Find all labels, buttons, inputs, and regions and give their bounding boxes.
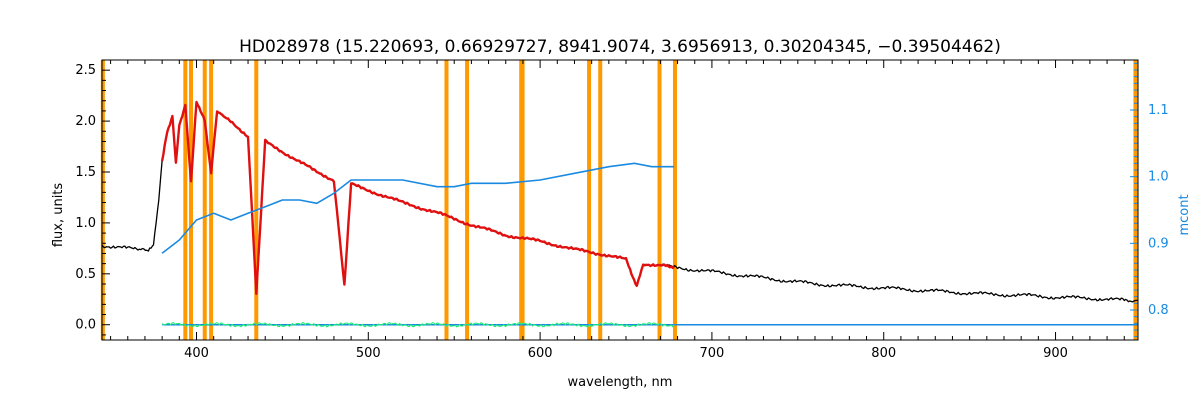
x-tick-label-4: 800 bbox=[871, 346, 896, 361]
x-tick-label-3: 700 bbox=[700, 346, 725, 361]
series-layer bbox=[101, 100, 1139, 328]
x-tick-label-0: 400 bbox=[184, 346, 209, 361]
y-tick-label-3: 1.5 bbox=[75, 165, 96, 180]
y2-tick-label-2: 1.0 bbox=[1148, 170, 1169, 185]
y-axis-label: flux, units bbox=[51, 183, 66, 248]
y2-tick-label-0: 0.8 bbox=[1148, 303, 1169, 318]
chart-title: HD028978 (15.220693, 0.66929727, 8941.90… bbox=[239, 37, 1001, 57]
mcont-series bbox=[161, 162, 675, 254]
plot-frame bbox=[101, 59, 1139, 341]
y-tick-label-1: 0.5 bbox=[75, 267, 96, 282]
y2-axis-label: mcont bbox=[1177, 194, 1192, 235]
mask-lines bbox=[100, 60, 1138, 340]
y-tick-label-5: 2.5 bbox=[75, 63, 96, 78]
y2-tick-label-1: 0.9 bbox=[1148, 236, 1169, 251]
y2-tick-label-3: 1.1 bbox=[1148, 103, 1169, 118]
y-tick-label-4: 2.0 bbox=[75, 114, 96, 129]
residual-series bbox=[161, 322, 675, 328]
x-tick-label-1: 500 bbox=[356, 346, 381, 361]
axes-ticks: 400 500 600 700 800 900 0.0 0.5 1.0 1.5 2.0 2.5 0.8 0… bbox=[75, 60, 1169, 361]
x-tick-label-2: 600 bbox=[528, 346, 553, 361]
y-tick-label-0: 0.0 bbox=[75, 318, 96, 333]
x-axis-label: wavelength, nm bbox=[568, 375, 673, 390]
x-tick-label-5: 900 bbox=[1043, 346, 1068, 361]
y-tick-label-2: 1.0 bbox=[75, 216, 96, 231]
model-series bbox=[160, 100, 675, 295]
